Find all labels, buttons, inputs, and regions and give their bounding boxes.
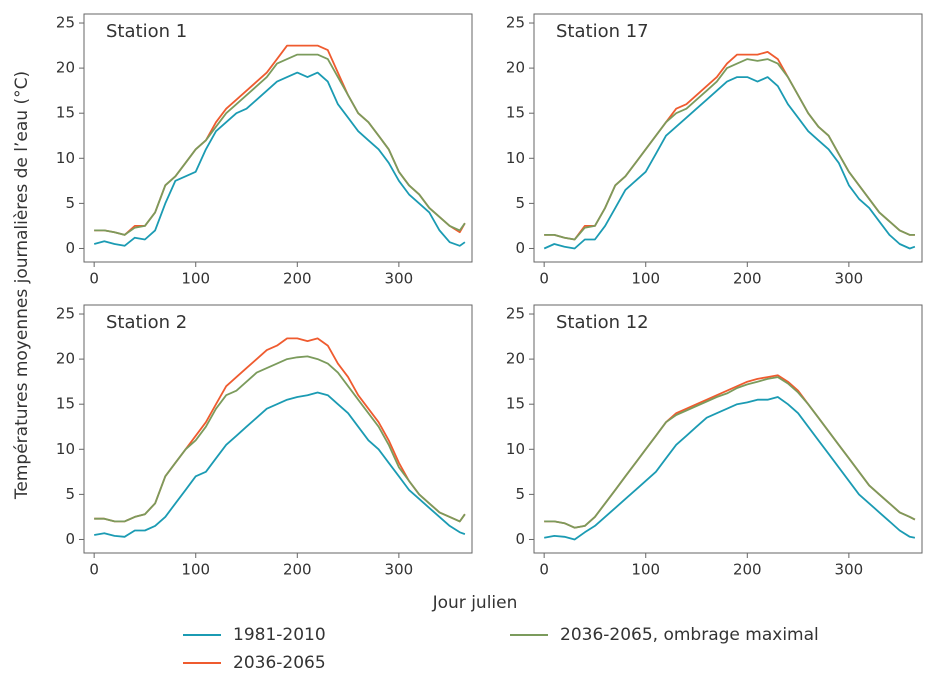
x-tick-label: 200	[733, 561, 762, 579]
series-line	[544, 374, 916, 529]
y-tick-label: 25	[56, 14, 75, 32]
series-line	[543, 76, 916, 250]
plot-frame	[83, 13, 473, 263]
y-tick-label: 20	[56, 350, 75, 368]
series-line	[544, 58, 915, 241]
plot-frame	[533, 304, 923, 554]
y-tick-label: 0	[515, 239, 525, 257]
series-line	[94, 391, 466, 538]
x-tick-label: 300	[385, 561, 414, 579]
series-line	[94, 337, 466, 523]
x-axis-label: Jour julien	[432, 593, 518, 613]
y-tick-label: 10	[56, 440, 75, 458]
x-tick-label: 300	[835, 270, 864, 288]
y-tick-label: 10	[506, 149, 525, 167]
y-tick-label: 20	[56, 59, 75, 77]
y-tick-label: 15	[56, 395, 75, 413]
y-tick-label: 0	[65, 530, 75, 548]
y-tick-label: 5	[65, 194, 75, 212]
x-tick-label: 200	[283, 270, 312, 288]
x-tick-label: 100	[181, 270, 210, 288]
y-tick-label: 25	[56, 305, 75, 323]
y-tick-label: 10	[56, 149, 75, 167]
panel-title: Station 1	[106, 21, 187, 42]
legend-label: 1981-2010	[233, 625, 326, 645]
x-tick-label: 300	[835, 561, 864, 579]
x-tick-label: 0	[89, 270, 99, 288]
x-tick-label: 0	[89, 561, 99, 579]
y-tick-label: 15	[506, 104, 525, 122]
legend-label: 2036-2065	[233, 653, 326, 673]
y-tick-label: 20	[506, 59, 525, 77]
y-tick-label: 0	[65, 239, 75, 257]
series-line	[94, 44, 466, 236]
y-tick-label: 5	[515, 194, 525, 212]
x-tick-label: 300	[385, 270, 414, 288]
panel-title: Station 12	[556, 312, 649, 333]
y-tick-label: 5	[515, 485, 525, 503]
y-tick-label: 10	[506, 440, 525, 458]
panel-title: Station 2	[106, 312, 187, 333]
plot-frame	[83, 304, 473, 554]
x-tick-label: 200	[283, 561, 312, 579]
series-line	[94, 53, 466, 236]
y-axis-label: Températures moyennes journalières de l’…	[12, 71, 32, 500]
panel-title: Station 17	[556, 21, 649, 42]
y-tick-label: 5	[65, 485, 75, 503]
y-tick-label: 15	[56, 104, 75, 122]
y-tick-label: 0	[515, 530, 525, 548]
y-tick-label: 15	[506, 395, 525, 413]
y-tick-label: 20	[506, 350, 525, 368]
x-tick-label: 100	[181, 561, 210, 579]
x-tick-label: 100	[631, 270, 660, 288]
series-line	[544, 396, 916, 541]
series-line	[544, 376, 916, 529]
y-tick-label: 25	[506, 14, 525, 32]
x-tick-label: 0	[539, 561, 549, 579]
series-line	[94, 355, 466, 523]
x-tick-label: 100	[631, 561, 660, 579]
y-tick-label: 25	[506, 305, 525, 323]
x-tick-label: 200	[733, 270, 762, 288]
plot-frame	[533, 13, 923, 263]
legend-label: 2036-2065, ombrage maximal	[560, 625, 819, 645]
x-tick-label: 0	[539, 270, 549, 288]
series-line	[93, 71, 466, 247]
